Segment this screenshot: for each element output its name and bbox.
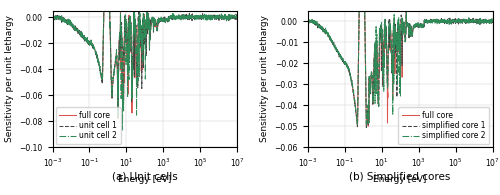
unit cell 1 [234, 17, 240, 19]
full core [490, 20, 496, 22]
full core [50, 16, 56, 18]
unit cell 2 [112, 64, 118, 66]
Legend: full core, unit cell 1, unit cell 2: full core, unit cell 1, unit cell 2 [56, 107, 121, 144]
unit cell 1 [115, 117, 121, 119]
simplified core 2 [402, 41, 408, 43]
simplified core 1 [402, 36, 408, 38]
full core [336, 52, 342, 54]
unit cell 2 [147, 39, 153, 41]
Line: unit cell 1: unit cell 1 [52, 0, 238, 118]
full core [80, 36, 86, 38]
full core [365, 125, 371, 127]
simplified core 1 [490, 18, 496, 21]
full core [234, 16, 240, 18]
simplified core 2 [336, 51, 342, 53]
unit cell 2 [120, 129, 126, 131]
Title: (a) Unit cells: (a) Unit cells [112, 172, 178, 182]
unit cell 2 [74, 29, 80, 32]
unit cell 1 [80, 38, 86, 40]
simplified core 1 [364, 126, 370, 129]
simplified core 1 [406, 25, 412, 27]
X-axis label: Energy [eV]: Energy [eV] [374, 175, 427, 184]
full core [406, 24, 412, 27]
full core [115, 117, 121, 120]
Title: (b) Simplified cores: (b) Simplified cores [350, 172, 451, 182]
full core [147, 31, 153, 34]
Line: unit cell 2: unit cell 2 [52, 0, 238, 130]
unit cell 2 [130, 52, 136, 55]
Y-axis label: Sensitivity per unit lethargy: Sensitivity per unit lethargy [5, 15, 14, 143]
unit cell 1 [112, 62, 118, 65]
simplified core 1 [336, 54, 342, 56]
simplified core 1 [304, 20, 310, 23]
simplified core 2 [406, 24, 412, 26]
full core [74, 29, 80, 31]
simplified core 2 [364, 124, 370, 126]
unit cell 1 [50, 15, 56, 18]
simplified core 2 [329, 41, 335, 43]
unit cell 1 [130, 58, 136, 61]
unit cell 1 [147, 29, 153, 32]
simplified core 2 [304, 20, 310, 23]
full core [112, 63, 118, 66]
full core [151, 19, 157, 21]
X-axis label: Energy [eV]: Energy [eV] [118, 175, 172, 184]
simplified core 1 [385, 57, 391, 59]
unit cell 1 [74, 27, 80, 30]
full core [130, 57, 136, 59]
Line: simplified core 1: simplified core 1 [308, 0, 492, 128]
full core [367, 86, 373, 88]
full core [304, 20, 310, 22]
Line: full core: full core [52, 0, 238, 119]
Y-axis label: Sensitivity per unit lethargy: Sensitivity per unit lethargy [260, 15, 269, 143]
unit cell 1 [151, 17, 157, 20]
unit cell 2 [234, 16, 240, 19]
unit cell 2 [50, 18, 56, 20]
full core [402, 35, 408, 38]
full core [385, 58, 391, 61]
simplified core 2 [367, 83, 373, 85]
full core [329, 41, 335, 43]
Legend: full core, simplified core 1, simplified core 2: full core, simplified core 1, simplified… [398, 107, 490, 144]
unit cell 2 [80, 36, 86, 38]
simplified core 2 [385, 52, 391, 54]
Line: simplified core 2: simplified core 2 [308, 0, 492, 125]
simplified core 1 [367, 87, 373, 90]
simplified core 1 [329, 42, 335, 45]
simplified core 2 [490, 21, 496, 23]
unit cell 2 [151, 18, 157, 20]
Line: full core: full core [308, 0, 492, 126]
